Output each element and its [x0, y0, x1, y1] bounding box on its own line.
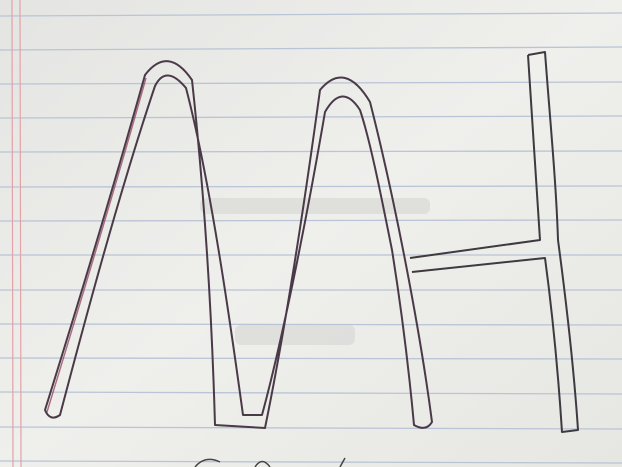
eraser-smudges	[200, 198, 430, 345]
margin-lines	[11, 0, 22, 467]
letter-h-outline	[409, 51, 579, 433]
letter-m-red-edge	[46, 77, 147, 413]
letter-m-outline	[44, 60, 433, 429]
bottom-scribble	[194, 457, 346, 467]
